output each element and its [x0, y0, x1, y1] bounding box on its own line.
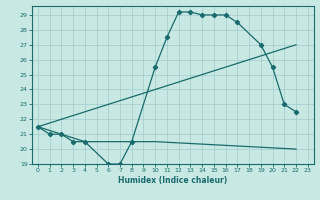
X-axis label: Humidex (Indice chaleur): Humidex (Indice chaleur): [118, 176, 228, 185]
